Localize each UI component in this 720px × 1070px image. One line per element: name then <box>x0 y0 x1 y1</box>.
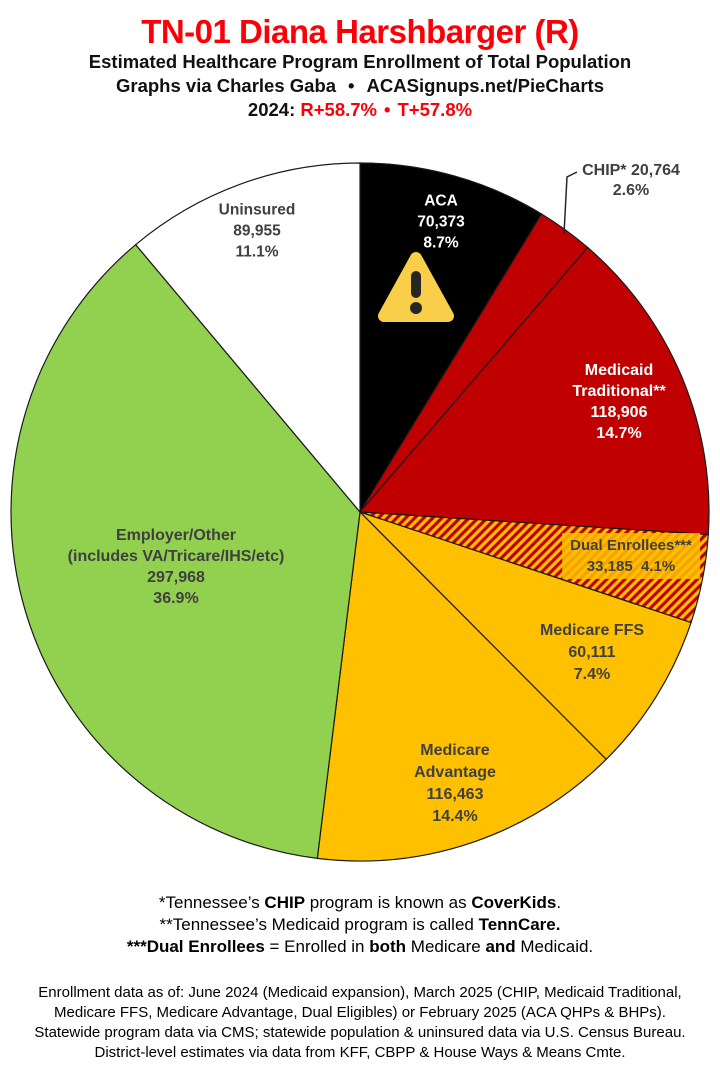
label-line: CHIP* 20,764 <box>582 162 680 179</box>
pie-slice-employer-other <box>10 243 361 860</box>
credit-line: Graphs via Charles Gaba • ACASignups.net/P… <box>0 75 720 96</box>
slice-label-employer-other: Employer/Other (includes VA/Tricare/IHS/… <box>68 525 285 609</box>
label-line: 2.6% <box>612 182 650 199</box>
slice-label-medicare-ffs: Medicare FFS 60,111 7.4% <box>540 620 644 686</box>
label-line: 36.9% <box>153 590 199 607</box>
label-line: 60,111 <box>568 644 616 661</box>
page-title: TN-01 Diana Harshbarger (R) <box>141 13 579 50</box>
source-line: Medicare FFS, Medicare Advantage, Dual E… <box>54 1004 666 1021</box>
partisan-lean-line: 2024: R+58.7% • T+57.8% <box>0 99 720 120</box>
label-line: Medicaid <box>584 362 654 379</box>
footnote-chip: *Tennessee’s CHIP program is known as Co… <box>158 893 562 912</box>
pie-chart <box>10 162 710 862</box>
source-line: Statewide program data via CMS; statewid… <box>34 1024 686 1041</box>
slice-label-uninsured: Uninsured 89,955 11.1% <box>219 200 296 263</box>
label-line: 89,955 <box>233 222 281 240</box>
label-line: 33,185 4.1% <box>586 558 676 575</box>
source-line: District-level estimates via data from K… <box>94 1044 626 1061</box>
label-line: 8.7% <box>423 234 459 252</box>
pie-slice-medicaid-traditional <box>358 246 710 536</box>
label-line: Medicare <box>420 742 490 759</box>
label-line: 7.4% <box>573 666 611 683</box>
warning-icon <box>376 250 456 326</box>
credit-site: ACASignups.net/PieCharts <box>366 75 604 96</box>
bullet-separator: • <box>348 75 355 96</box>
footnote-medicaid: **Tennessee’s Medicaid program is called… <box>159 915 561 934</box>
bullet-separator: • <box>384 99 391 120</box>
label-line: Advantage <box>414 764 496 781</box>
slice-label-medicare-advantage: Medicare Advantage 116,463 14.4% <box>414 740 496 828</box>
label-line: 70,373 <box>417 213 465 231</box>
label-line: Traditional** <box>572 383 666 400</box>
pie-slice-medicare-ffs <box>359 511 692 761</box>
source-block: Enrollment data as of: June 2024 (Medica… <box>0 983 720 1063</box>
footnotes: *Tennessee’s CHIP program is known as Co… <box>0 892 720 958</box>
footnote-dual: ***Dual Enrollees = Enrolled in both Med… <box>126 937 594 956</box>
slice-label-chip: CHIP* 20,764 2.6% <box>582 161 680 201</box>
label-line: 116,463 <box>426 786 484 803</box>
label-line: 14.7% <box>596 425 642 442</box>
credit-author: Graphs via Charles Gaba <box>116 75 337 96</box>
label-line: 11.1% <box>235 243 279 261</box>
chart-subtitle: Estimated Healthcare Program Enrollment … <box>88 51 632 72</box>
source-line: Enrollment data as of: June 2024 (Medica… <box>38 984 682 1001</box>
partisan-r-value: R+58.7% <box>300 99 378 120</box>
label-line: 118,906 <box>590 404 648 421</box>
label-line: Medicare FFS <box>539 622 645 639</box>
partisan-year: 2024: <box>247 99 296 120</box>
pie-slice-medicare-advantage <box>316 510 608 862</box>
partisan-t-value: T+57.8% <box>397 99 473 120</box>
label-line: 297,968 <box>147 569 205 586</box>
pie-slice-uninsured <box>134 162 361 514</box>
chip-callout-line <box>563 171 578 235</box>
label-line: (includes VA/Tricare/IHS/etc) <box>67 548 285 565</box>
label-line: Employer/Other <box>115 527 237 544</box>
label-line: Dual Enrollees*** <box>570 537 692 554</box>
label-line: ACA <box>424 192 458 210</box>
label-line: 14.4% <box>432 808 478 825</box>
label-line: Uninsured <box>218 201 296 219</box>
pie-slice-aca <box>359 162 543 515</box>
slice-label-medicaid-traditional: Medicaid Traditional** 118,906 14.7% <box>572 360 665 444</box>
slice-label-aca: ACA 70,373 8.7% <box>417 191 464 254</box>
slice-label-dual-enrollees: Dual Enrollees*** 33,185 4.1% <box>562 533 700 579</box>
